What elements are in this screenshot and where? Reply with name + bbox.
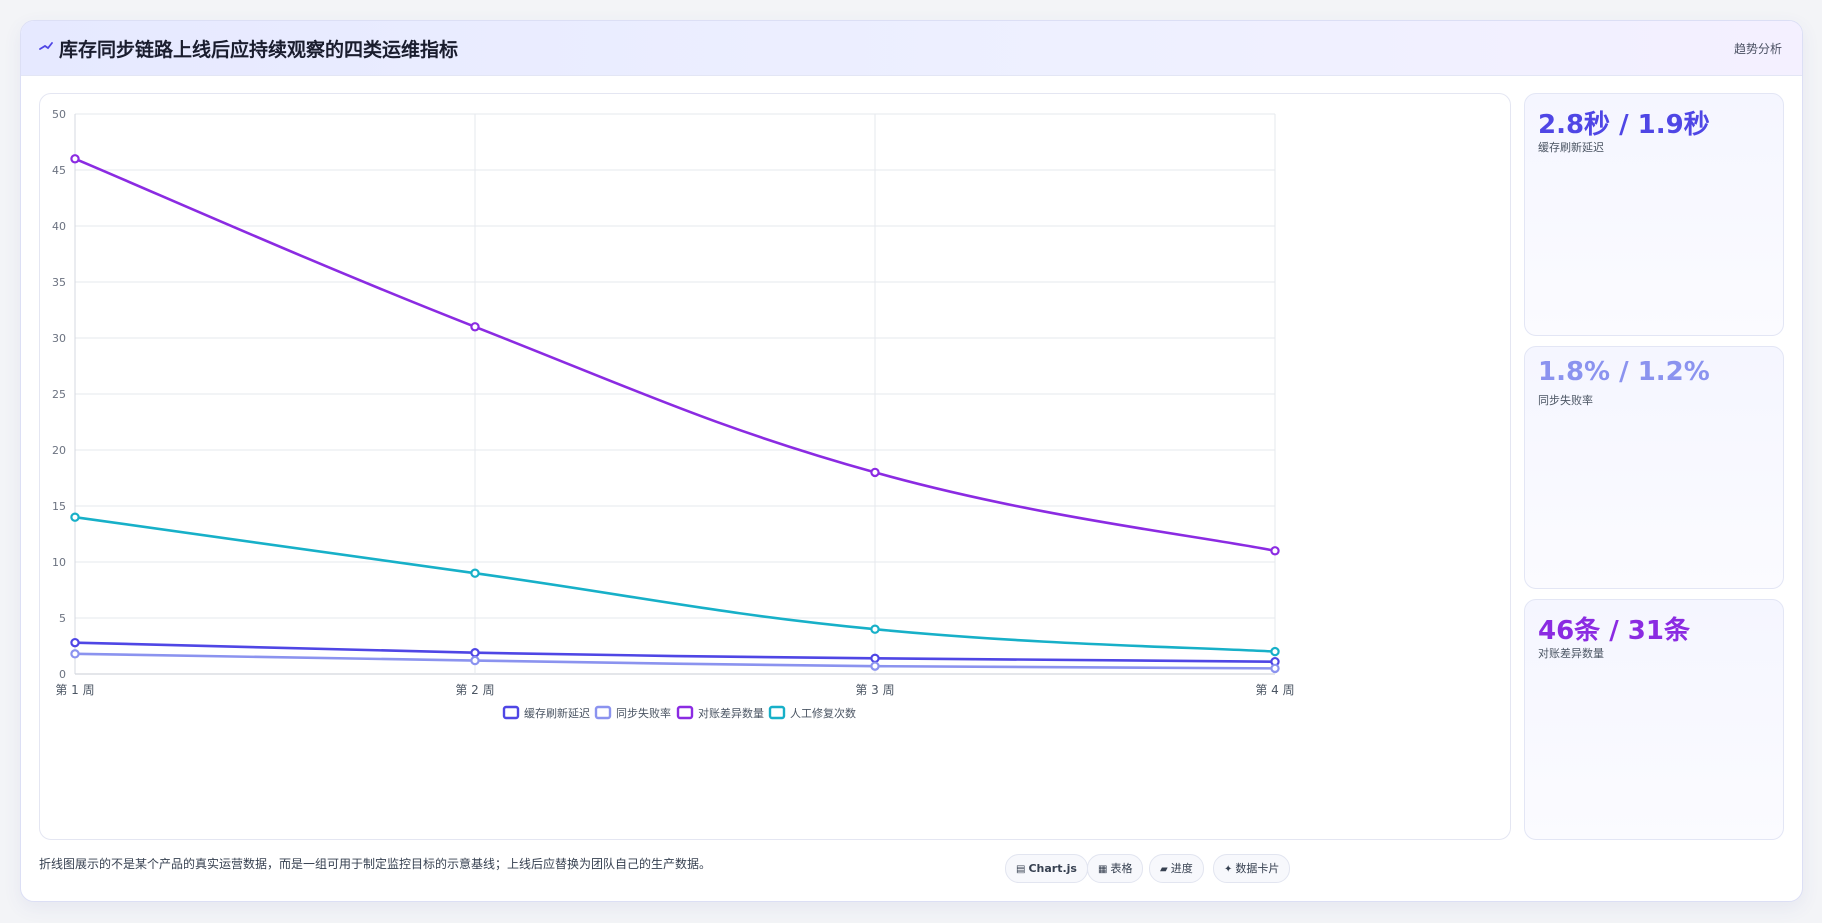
data-point bbox=[470, 655, 480, 666]
pill-label: Chart.js bbox=[1028, 862, 1077, 875]
kpi-value: 1.8% / 1.2% bbox=[1538, 357, 1710, 387]
data-point bbox=[70, 649, 80, 659]
data-point bbox=[1270, 646, 1280, 657]
kpi-card-reconciliation-diff: 46条 / 31条 对账差异数量 bbox=[1524, 599, 1784, 840]
series-line-1 bbox=[74, 652, 1276, 670]
y-tick-label: 5 bbox=[59, 612, 66, 625]
legend-label: 人工修复次数 bbox=[790, 706, 856, 720]
x-tick-label: 第 4 周 bbox=[1255, 683, 1294, 697]
data-point bbox=[470, 648, 480, 658]
data-point bbox=[70, 512, 80, 522]
trend-icon bbox=[39, 42, 53, 50]
data-point bbox=[870, 624, 880, 634]
pill-table[interactable]: ▦ 表格 bbox=[1087, 854, 1144, 883]
legend-swatch bbox=[594, 705, 612, 720]
pill-label: 进度 bbox=[1170, 862, 1193, 875]
line-chart: 0 5 10 15 20 25 30 35 40 45 50 第 1 周 第 2 周 第 3 周 第 4 周… bbox=[52, 108, 1295, 720]
data-point bbox=[870, 661, 880, 671]
data-point bbox=[870, 467, 880, 478]
legend-swatch bbox=[502, 705, 520, 720]
data-point bbox=[870, 653, 880, 664]
kpi-card-sync-failure: 1.8% / 1.2% 同步失败率 bbox=[1524, 346, 1784, 589]
table-icon: ▦ bbox=[1098, 864, 1108, 875]
series-line-0 bbox=[74, 641, 1276, 663]
series-line-2 bbox=[74, 157, 1276, 553]
kpi-label: 对账差异数量 bbox=[1538, 647, 1604, 660]
pill-data-card[interactable]: ✦ 数据卡片 bbox=[1213, 854, 1291, 883]
data-point bbox=[70, 154, 80, 164]
y-tick-label: 20 bbox=[52, 444, 66, 457]
y-tick-label: 15 bbox=[52, 500, 66, 513]
y-tick-label: 35 bbox=[52, 276, 66, 289]
kpi-label: 缓存刷新延迟 bbox=[1538, 141, 1604, 154]
y-tick-label: 25 bbox=[52, 388, 66, 401]
y-tick-label: 40 bbox=[52, 220, 66, 233]
y-tick-label: 45 bbox=[52, 164, 66, 177]
x-tick-label: 第 3 周 bbox=[855, 683, 894, 697]
y-tick-label: 10 bbox=[52, 556, 66, 569]
legend-label: 缓存刷新延迟 bbox=[524, 706, 590, 720]
dashboard-card: 库存同步链路上线后应持续观察的四类运维指标 趋势分析 0 5 10 15 20 25 30 3… bbox=[20, 20, 1803, 902]
legend-label: 同步失败率 bbox=[616, 706, 671, 720]
series-line-3 bbox=[74, 515, 1276, 653]
page-title: 库存同步链路上线后应持续观察的四类运维指标 bbox=[59, 39, 459, 61]
chart-icon: ▤ bbox=[1016, 864, 1026, 875]
data-point bbox=[1270, 546, 1280, 556]
legend-swatch bbox=[676, 705, 694, 720]
kpi-label: 同步失败率 bbox=[1538, 394, 1593, 407]
legend-swatch bbox=[768, 705, 786, 720]
data-point bbox=[70, 637, 80, 648]
y-tick-label: 50 bbox=[52, 108, 66, 121]
progress-icon: ▰ bbox=[1160, 864, 1168, 875]
kpi-value: 2.8秒 / 1.9秒 bbox=[1538, 110, 1710, 140]
footer-note: 折线图展示的不是某个产品的真实运营数据，而是一组可用于制定监控目标的示意基线；上… bbox=[39, 857, 712, 871]
data-point bbox=[1270, 663, 1280, 674]
card-icon: ✦ bbox=[1224, 864, 1233, 875]
data-point bbox=[470, 322, 480, 332]
trend-analysis-label: 趋势分析 bbox=[1733, 42, 1782, 56]
legend-label: 对账差异数量 bbox=[698, 706, 764, 720]
x-tick-label: 第 1 周 bbox=[55, 683, 94, 697]
y-tick-label: 0 bbox=[59, 668, 66, 681]
pill-progress[interactable]: ▰ 进度 bbox=[1149, 854, 1204, 883]
pill-label: 数据卡片 bbox=[1235, 862, 1280, 875]
pill-label: 表格 bbox=[1110, 862, 1133, 875]
y-tick-label: 30 bbox=[52, 332, 66, 345]
x-tick-label: 第 2 周 bbox=[455, 683, 494, 697]
card-header: 库存同步链路上线后应持续观察的四类运维指标 趋势分析 bbox=[21, 21, 1802, 76]
pill-chartjs[interactable]: ▤ Chart.js bbox=[1005, 854, 1088, 883]
kpi-value: 46条 / 31条 bbox=[1538, 616, 1690, 646]
data-point bbox=[470, 568, 480, 578]
kpi-card-cache-latency: 2.8秒 / 1.9秒 缓存刷新延迟 bbox=[1524, 93, 1784, 336]
line-chart-panel: 0 5 10 15 20 25 30 35 40 45 50 第 1 周 第 2 周 第 3 周 第 4 周… bbox=[39, 93, 1511, 840]
